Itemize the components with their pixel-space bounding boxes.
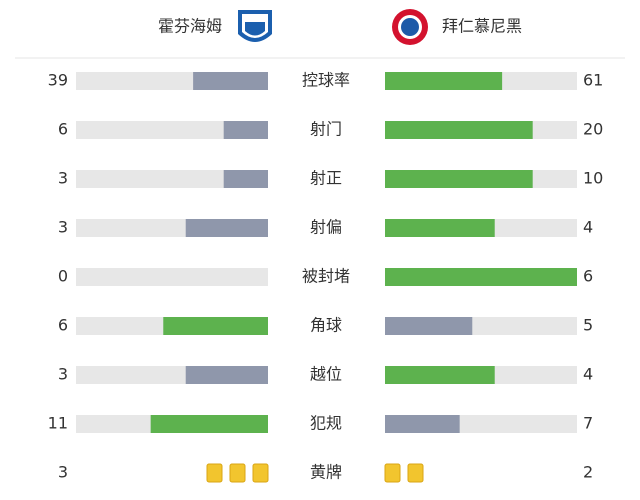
stat-label: 射正 xyxy=(310,169,342,188)
yellow-card xyxy=(384,463,401,483)
home-bar xyxy=(150,415,268,433)
away-value: 5 xyxy=(583,316,593,335)
bar-track xyxy=(76,121,268,139)
stat-label: 越位 xyxy=(310,365,342,384)
home-value: 6 xyxy=(58,316,68,335)
yellow-card xyxy=(407,463,424,483)
yellow-card xyxy=(252,463,269,483)
away-value: 10 xyxy=(583,169,603,188)
home-bar xyxy=(185,219,268,237)
away-value: 20 xyxy=(583,120,603,139)
stat-label: 被封堵 xyxy=(302,267,350,286)
away-value: 4 xyxy=(583,365,593,384)
bar-track xyxy=(76,268,268,286)
away-value: 6 xyxy=(583,267,593,286)
yellow-card xyxy=(229,463,246,483)
home-value: 11 xyxy=(48,414,68,433)
home-value: 6 xyxy=(58,120,68,139)
away-value: 7 xyxy=(583,414,593,433)
away-value: 4 xyxy=(583,218,593,237)
stat-label: 射偏 xyxy=(310,218,342,237)
yellow-card xyxy=(206,463,223,483)
stat-label: 角球 xyxy=(310,316,342,335)
home-logo xyxy=(238,10,272,42)
home-bar xyxy=(193,72,268,90)
home-value: 3 xyxy=(58,365,68,384)
away-bar xyxy=(385,72,503,90)
home-bar xyxy=(163,317,268,335)
away-logo xyxy=(392,9,428,45)
away-bar xyxy=(385,415,460,433)
home-bar xyxy=(185,366,268,384)
home-team: 霍芬海姆 xyxy=(158,17,222,36)
stat-label: 犯规 xyxy=(310,414,342,433)
away-value: 61 xyxy=(583,71,603,90)
stat-label: 射门 xyxy=(310,120,342,139)
away-bar xyxy=(385,170,533,188)
away-bar xyxy=(385,268,577,286)
bar-track xyxy=(76,170,268,188)
away-bar xyxy=(385,219,495,237)
away-team: 拜仁慕尼黑 xyxy=(442,17,522,36)
stat-label: 黄牌 xyxy=(310,463,342,482)
away-bar xyxy=(385,366,495,384)
home-value: 0 xyxy=(58,267,68,286)
home-bar xyxy=(223,121,268,139)
home-value: 3 xyxy=(58,218,68,237)
home-value: 39 xyxy=(48,71,68,90)
home-value: 3 xyxy=(58,463,68,482)
away-bar xyxy=(385,317,473,335)
home-bar xyxy=(223,170,268,188)
stat-label: 控球率 xyxy=(302,71,350,90)
away-value: 2 xyxy=(583,463,593,482)
away-bar xyxy=(385,121,533,139)
home-value: 3 xyxy=(58,169,68,188)
